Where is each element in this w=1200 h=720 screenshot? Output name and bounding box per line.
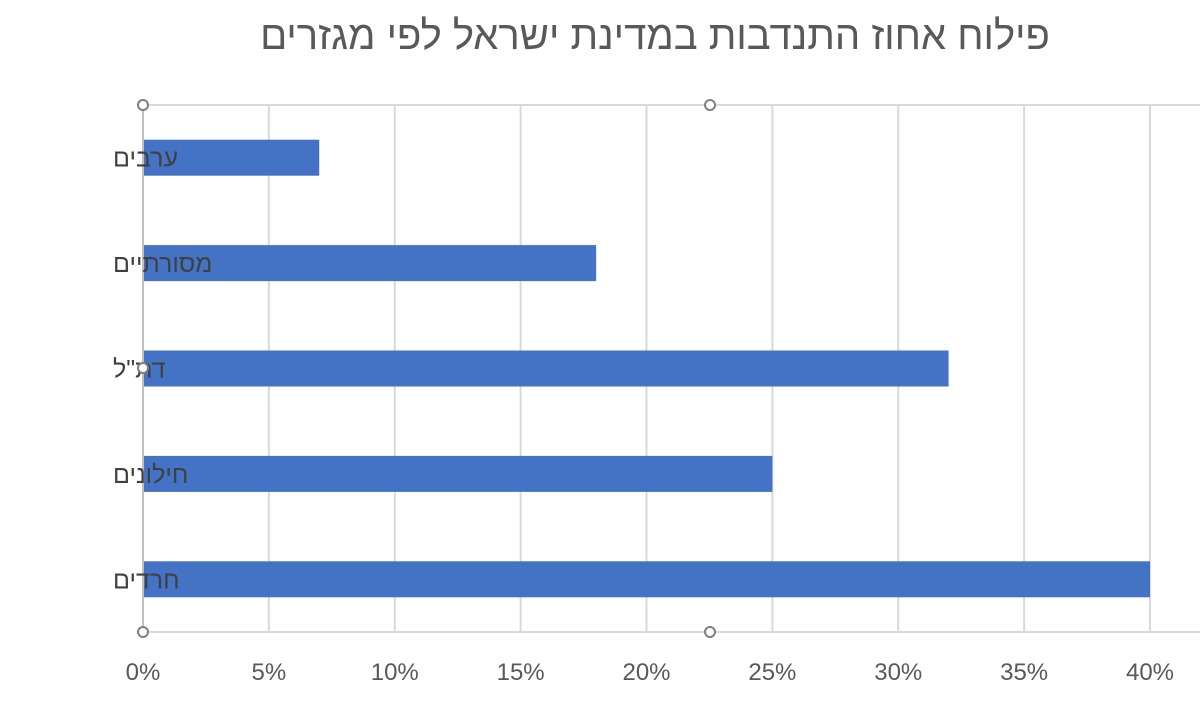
bars: [143, 139, 1150, 598]
x-tick-label: 10%: [371, 659, 419, 686]
x-tick-label: 40%: [1126, 659, 1174, 686]
x-tick-label: 5%: [252, 659, 287, 686]
x-tick-label: 20%: [622, 659, 670, 686]
category-label: חרדים: [113, 566, 180, 594]
bar: [143, 455, 773, 492]
bar: [143, 139, 320, 176]
selection-handles[interactable]: [137, 99, 716, 638]
resize-handle[interactable]: [704, 626, 716, 638]
bar: [143, 245, 597, 282]
x-tick-label: 25%: [748, 659, 796, 686]
x-tick-label: 35%: [1000, 659, 1048, 686]
resize-handle[interactable]: [137, 626, 149, 638]
category-label: ערבים: [113, 145, 178, 173]
x-tick-label: 30%: [874, 659, 922, 686]
x-tick-label: 15%: [497, 659, 545, 686]
bar: [143, 350, 949, 387]
x-tick-label: 0%: [126, 659, 161, 686]
resize-handle[interactable]: [137, 99, 149, 111]
chart-title: פילוח אחוז התנדבות במדינת ישראל לפי מגזר…: [260, 14, 1050, 58]
resize-handle[interactable]: [137, 362, 149, 374]
x-tick-labels: 0% 5% 10% 15% 20% 25% 30% 35% 40%: [126, 659, 1174, 686]
resize-handle[interactable]: [704, 99, 716, 111]
bar: [143, 561, 1150, 598]
category-label: חילונים: [113, 461, 188, 489]
category-label: מסורתיים: [113, 250, 212, 278]
category-labels: ערביםמסורתייםדת"לחילוניםחרדים: [113, 145, 212, 595]
